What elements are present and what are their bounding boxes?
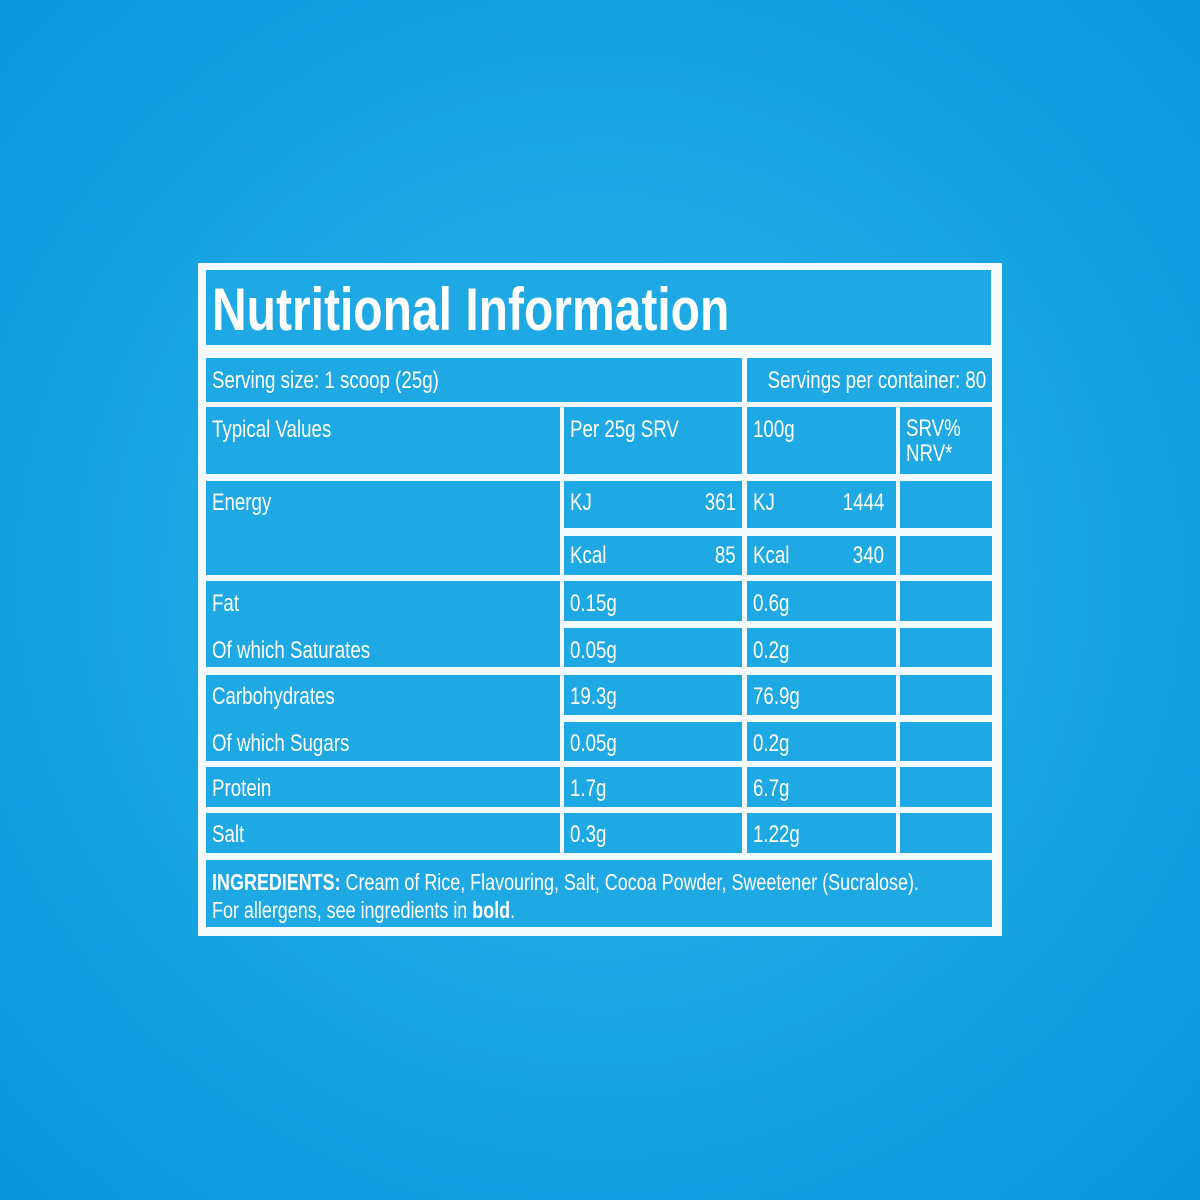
energy-kcal-100g: Kcal 340: [747, 536, 896, 575]
row-nrv: [900, 675, 992, 715]
salt-label-cell: Salt: [206, 813, 560, 853]
carb-label-cell: Carbohydrates Of which Sugars: [206, 675, 560, 761]
serving-size-cell: Serving size: 1 scoop (25g): [206, 358, 742, 402]
title-cell: Nutritional Information: [206, 270, 991, 345]
label-title: Nutritional Information: [212, 276, 730, 343]
row-label: Protein: [212, 775, 272, 802]
row-nrv: [900, 581, 992, 621]
row-label: Carbohydrates: [212, 683, 335, 710]
header-nrv-line1: SRV%: [906, 415, 961, 442]
unit: KJ: [753, 489, 775, 516]
header-nrv-line2: NRV*: [906, 440, 953, 467]
unit: Kcal: [570, 542, 607, 569]
value: 19.3g: [570, 683, 617, 710]
allergen-line: For allergens, see ingredients in bold.: [212, 896, 515, 924]
allergen-suffix: .: [510, 897, 516, 923]
row-srv: 0.05g: [564, 628, 742, 667]
row-nrv: [900, 813, 992, 853]
row-label: Of which Saturates: [212, 637, 371, 664]
header-100g: 100g: [747, 407, 896, 474]
ingredients-text: Cream of Rice, Flavouring, Salt, Cocoa P…: [340, 869, 919, 895]
value: 0.05g: [570, 637, 617, 664]
value: 1.22g: [753, 821, 800, 848]
value: 0.15g: [570, 590, 617, 617]
ingredients-cell: INGREDIENTS: Cream of Rice, Flavouring, …: [206, 860, 992, 927]
allergen-bold: bold: [472, 897, 511, 923]
energy-kcal-nrv: [900, 536, 992, 575]
row-srv: 19.3g: [564, 675, 742, 715]
allergen-prefix: For allergens, see ingredients in: [212, 897, 473, 923]
protein-label-cell: Protein: [206, 767, 560, 807]
value: 0.2g: [753, 637, 790, 664]
value: 0.05g: [570, 730, 617, 757]
energy-kcal-srv: Kcal 85: [564, 536, 742, 575]
energy-label: Energy: [212, 489, 272, 516]
energy-kj-nrv: [900, 481, 992, 528]
value: 1.7g: [570, 775, 607, 802]
energy-kj-srv: KJ 361: [564, 481, 742, 528]
row-100g: 0.6g: [747, 581, 896, 621]
row-100g: 76.9g: [747, 675, 896, 715]
row-100g: 0.2g: [747, 628, 896, 667]
header-typical-text: Typical Values: [212, 416, 332, 443]
row-srv: 0.05g: [564, 722, 742, 761]
header-nrv: SRV% NRV*: [900, 407, 992, 474]
row-srv: 0.15g: [564, 581, 742, 621]
ingredients-line: INGREDIENTS: Cream of Rice, Flavouring, …: [212, 868, 919, 896]
fat-label-cell: Fat Of which Saturates: [206, 581, 560, 667]
row-nrv: [900, 722, 992, 761]
servings-per-container: Servings per container: 80: [767, 367, 986, 394]
header-typical: Typical Values: [206, 407, 560, 474]
value: 0.3g: [570, 821, 607, 848]
row-nrv: [900, 767, 992, 807]
value: 361: [704, 489, 736, 516]
energy-kj-100g: KJ 1444: [747, 481, 896, 528]
value: 0.6g: [753, 590, 790, 617]
header-100g-text: 100g: [753, 416, 795, 443]
header-per-srv-text: Per 25g SRV: [570, 416, 679, 443]
row-100g: 6.7g: [747, 767, 896, 807]
value: 340: [852, 542, 884, 569]
row-label: Fat: [212, 590, 240, 617]
row-label: Of which Sugars: [212, 730, 350, 757]
row-srv: 0.3g: [564, 813, 742, 853]
unit: KJ: [570, 489, 592, 516]
servings-per-container-cell: Servings per container: 80: [747, 358, 992, 402]
row-label: Salt: [212, 821, 245, 848]
row-srv: 1.7g: [564, 767, 742, 807]
value: 6.7g: [753, 775, 790, 802]
row-100g: 1.22g: [747, 813, 896, 853]
unit: Kcal: [753, 542, 790, 569]
serving-size: Serving size: 1 scoop (25g): [212, 367, 439, 394]
energy-label-cell: Energy: [206, 481, 560, 575]
value: 76.9g: [753, 683, 800, 710]
value: 0.2g: [753, 730, 790, 757]
value: 1444: [842, 489, 884, 516]
ingredients-label: INGREDIENTS:: [212, 869, 341, 895]
value: 85: [715, 542, 736, 569]
header-per-srv: Per 25g SRV: [564, 407, 742, 474]
row-nrv: [900, 628, 992, 667]
row-100g: 0.2g: [747, 722, 896, 761]
